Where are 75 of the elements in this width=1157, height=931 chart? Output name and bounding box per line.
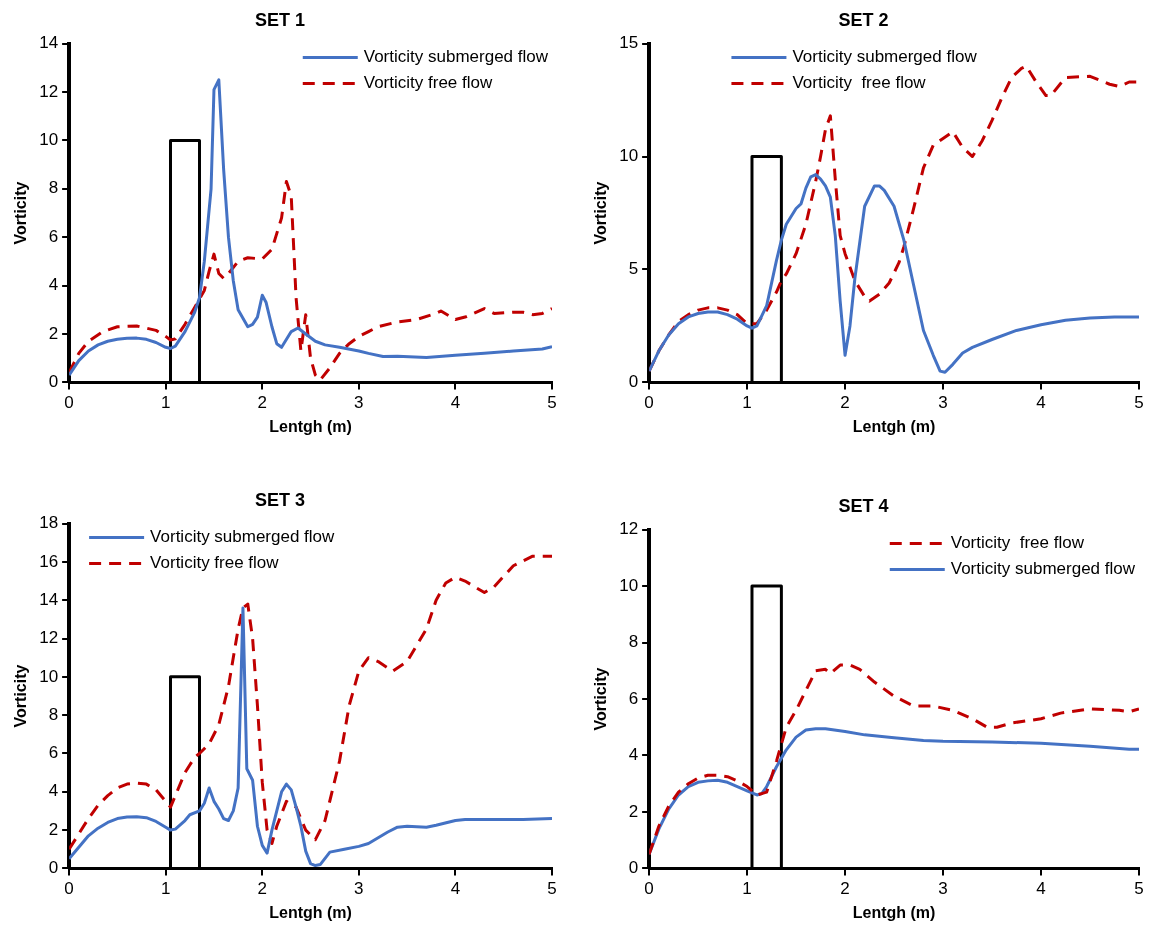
x-tick-label: 5 <box>547 393 557 413</box>
y-axis-title: Vorticity <box>12 664 30 728</box>
y-tick-label: 12 <box>619 519 639 539</box>
chart-title: SET 1 <box>254 9 306 30</box>
y-tick-label: 0 <box>48 372 59 392</box>
x-tick-label: 4 <box>450 879 461 899</box>
y-tick-label: 2 <box>48 323 59 343</box>
x-tick-label: 0 <box>644 879 654 899</box>
x-tick-label: 1 <box>742 879 752 899</box>
x-axis-title: Lentgh (m) <box>852 903 936 921</box>
x-tick-label: 3 <box>938 879 948 899</box>
x-tick-label: 1 <box>742 393 752 413</box>
y-tick-label: 6 <box>48 743 59 763</box>
y-tick-label: 2 <box>48 819 59 839</box>
x-tick-label: 0 <box>64 879 74 899</box>
x-tick-label: 3 <box>938 393 948 413</box>
x-tick-label: 1 <box>160 879 171 899</box>
x-tick-label: 2 <box>840 879 850 899</box>
y-tick-label: 4 <box>48 275 59 295</box>
y-tick-label: 8 <box>48 178 59 198</box>
x-tick-label: 1 <box>160 393 171 413</box>
y-axis-title: Vorticity <box>592 181 610 245</box>
y-tick-label: 8 <box>48 704 59 724</box>
y-tick-label: 14 <box>39 589 59 609</box>
y-tick-label: 12 <box>39 628 59 648</box>
x-tick-label: 4 <box>1036 879 1046 899</box>
x-tick-label: 5 <box>1134 879 1144 899</box>
legend-label: Vorticity submerged flow <box>792 47 978 67</box>
x-tick-label: 0 <box>64 393 74 413</box>
y-tick-label: 18 <box>39 513 59 533</box>
y-tick-label: 10 <box>619 146 639 166</box>
x-tick-label: 2 <box>257 393 267 413</box>
y-tick-label: 15 <box>619 33 639 53</box>
x-tick-label: 0 <box>644 393 654 413</box>
legend-label: Vorticity free flow <box>150 553 280 573</box>
y-tick-label: 0 <box>628 858 639 878</box>
x-tick-label: 4 <box>450 393 461 413</box>
x-tick-label: 5 <box>547 879 557 899</box>
y-tick-label: 12 <box>39 81 59 101</box>
x-axis-title: Lentgh (m) <box>269 903 352 921</box>
y-tick-label: 0 <box>628 372 639 392</box>
x-tick-label: 2 <box>840 393 850 413</box>
x-tick-label: 3 <box>354 393 364 413</box>
x-tick-label: 2 <box>257 879 267 899</box>
chart-title: SET 4 <box>838 495 889 516</box>
line-series <box>649 663 1139 856</box>
x-tick-label: 3 <box>354 879 364 899</box>
y-axis-title: Vorticity <box>12 181 30 245</box>
chart-title: SET 3 <box>254 489 306 510</box>
y-tick-label: 16 <box>39 551 59 571</box>
legend-label: Vorticity submerged flow <box>363 47 549 67</box>
y-tick-label: 0 <box>48 858 59 878</box>
y-tick-label: 6 <box>48 226 59 246</box>
legend-label: Vorticity free flow <box>950 533 1085 553</box>
legend-label: Vorticity submerged flow <box>950 559 1136 579</box>
y-tick-label: 2 <box>628 801 639 821</box>
y-tick-label: 5 <box>628 259 639 279</box>
x-axis-title: Lentgh (m) <box>852 417 936 435</box>
x-tick-label: 5 <box>1134 393 1144 413</box>
legend-label: Vorticity submerged flow <box>150 527 336 547</box>
y-tick-label: 10 <box>39 130 59 150</box>
y-axis-title: Vorticity <box>592 667 610 731</box>
chart-title: SET 2 <box>838 9 889 30</box>
line-series <box>69 554 552 851</box>
y-tick-label: 10 <box>619 575 639 595</box>
x-axis-title: Lentgh (m) <box>269 417 352 435</box>
y-tick-label: 14 <box>39 33 59 53</box>
legend-label: Vorticity free flow <box>792 73 927 93</box>
y-tick-label: 8 <box>628 632 639 652</box>
legend-label: Vorticity free flow <box>363 73 493 93</box>
y-tick-label: 4 <box>628 745 639 765</box>
y-tick-label: 10 <box>39 666 59 686</box>
y-tick-label: 6 <box>628 688 639 708</box>
x-tick-label: 4 <box>1036 393 1046 413</box>
y-tick-label: 4 <box>48 781 59 801</box>
